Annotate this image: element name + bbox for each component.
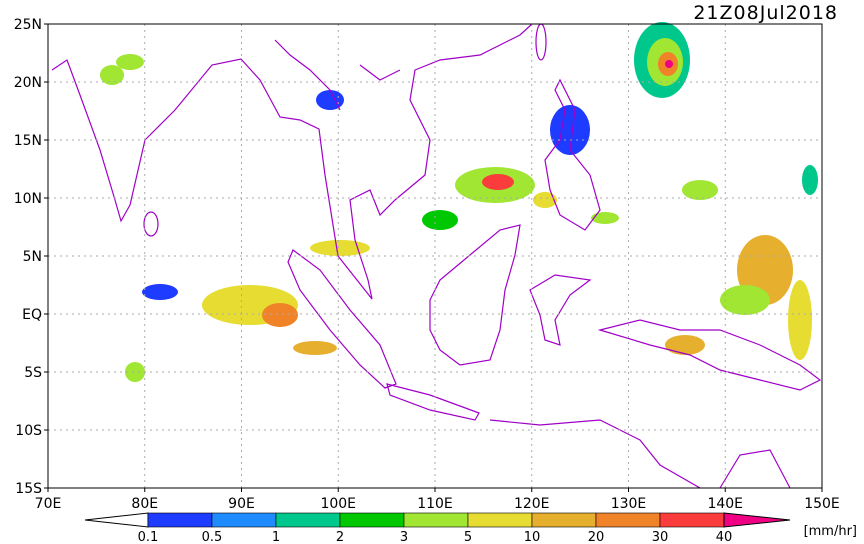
lon-label: 90E [228, 496, 255, 512]
lon-label: 140E [707, 496, 743, 512]
colorbar-upper-arrow [723, 512, 791, 528]
colorbar-label: 5 [464, 530, 472, 544]
coastlines [51, 23, 822, 489]
lat-label: 20N [14, 75, 42, 91]
colorbar-label: 30 [652, 530, 669, 544]
colorbar-label: 20 [588, 530, 605, 544]
lat-label: 10S [15, 423, 42, 439]
colorbar-swatch [467, 512, 533, 528]
lon-label: 110E [417, 496, 453, 512]
colorbar-swatch [531, 512, 597, 528]
rain-areas [100, 22, 818, 382]
map-frame [47, 23, 823, 489]
colorbar-swatch [211, 512, 277, 528]
lat-label: 5N [23, 249, 42, 265]
lat-label: 5S [24, 365, 42, 381]
colorbar-swatch [339, 512, 405, 528]
lat-label: 25N [14, 17, 42, 33]
colorbar-label: 3 [400, 530, 408, 544]
colorbar-unit: [mm/hr] [804, 524, 857, 539]
colorbar-swatch [595, 512, 661, 528]
lon-label: 70E [35, 496, 62, 512]
colorbar-lower-arrow [84, 512, 149, 528]
colorbar-label: 10 [524, 530, 541, 544]
colorbar-swatch [403, 512, 469, 528]
lon-label: 150E [804, 496, 840, 512]
lon-label: 120E [514, 496, 550, 512]
lat-label: 15N [14, 133, 42, 149]
lon-label: 130E [611, 496, 647, 512]
colorbar-label: 40 [716, 530, 733, 544]
colorbar-swatch [659, 512, 725, 528]
colorbar-swatch [275, 512, 341, 528]
colorbar-label: 0.1 [138, 530, 159, 544]
colorbar-label: 2 [336, 530, 344, 544]
colorbar-swatch [147, 512, 213, 528]
lon-label: 80E [131, 496, 158, 512]
graticule [48, 24, 822, 488]
colorbar: 0.1 0.5 1 2 3 5 10 20 30 40 [mm/hr] [84, 512, 857, 544]
map-title: 21Z08Jul2018 [693, 2, 838, 24]
lon-label: 100E [320, 496, 356, 512]
colorbar-label: 0.5 [202, 530, 223, 544]
lat-label: 15S [15, 481, 42, 497]
colorbar-label: 1 [272, 530, 280, 544]
lat-label: 10N [14, 191, 42, 207]
lat-label: EQ [22, 307, 42, 323]
